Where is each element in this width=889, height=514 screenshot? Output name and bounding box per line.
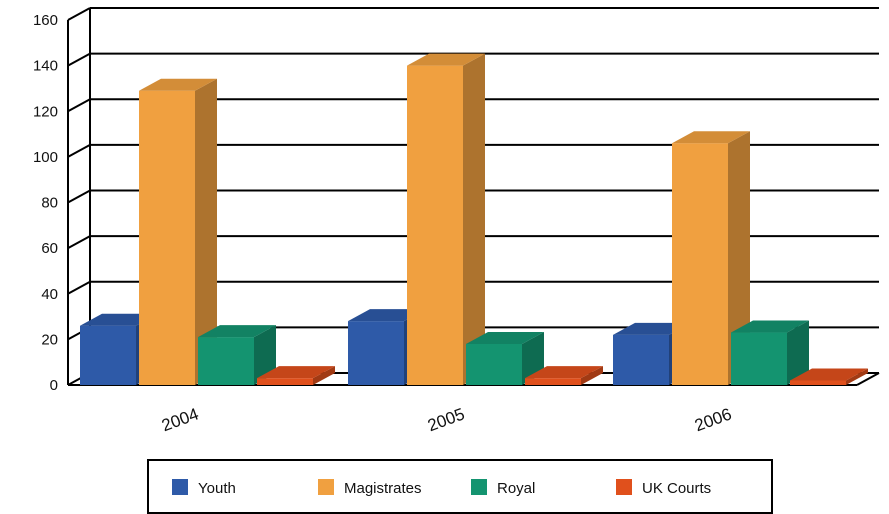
bars	[80, 53, 868, 385]
y-tick-label: 100	[33, 149, 58, 166]
legend-swatch	[616, 479, 632, 495]
side-gridline	[67, 235, 91, 250]
side-gridline	[67, 189, 91, 204]
legend-swatch	[471, 479, 487, 495]
side-gridline	[67, 280, 91, 295]
y-tick-label: 120	[33, 103, 58, 120]
bar-uk-courts-2006	[790, 368, 868, 385]
y-tick-label: 20	[41, 331, 58, 348]
legend: Youth Magistrates Royal UK Courts	[147, 459, 773, 514]
y-axis-ticks: 0 20 40 60 80 100 120 140 160	[33, 12, 58, 394]
side-gridline	[67, 7, 91, 21]
bar-uk-courts-2004	[257, 366, 335, 385]
x-axis-ticks: 2004 2005 2006	[159, 404, 734, 435]
side-gridline	[67, 52, 91, 67]
y-tick-label: 80	[41, 195, 58, 212]
y-tick-label: 60	[41, 240, 58, 257]
legend-label: Magistrates	[344, 480, 422, 497]
x-tick-label: 2005	[425, 404, 467, 435]
legend-box	[147, 459, 773, 514]
bar-magistrates-2005	[407, 53, 485, 385]
x-tick-label: 2006	[692, 404, 734, 435]
legend-label: UK Courts	[642, 480, 711, 497]
floor-right-edge	[856, 372, 880, 386]
y-tick-label: 160	[33, 12, 58, 29]
y-tick-label: 40	[41, 286, 58, 303]
bar-magistrates-2006	[672, 131, 750, 385]
bar-magistrates-2004	[139, 78, 217, 385]
x-tick-label: 2004	[159, 404, 201, 435]
side-gridline	[67, 143, 91, 158]
bar-royal-2004	[198, 325, 276, 385]
bar-royal-2006	[731, 320, 809, 385]
y-tick-label: 0	[50, 377, 58, 394]
legend-swatch	[318, 479, 334, 495]
bar-uk-courts-2005	[525, 366, 603, 385]
legend-label: Youth	[198, 480, 236, 497]
y-tick-label: 140	[33, 58, 58, 75]
legend-swatch	[172, 479, 188, 495]
bar-royal-2005	[466, 331, 544, 385]
side-gridline	[67, 98, 91, 113]
legend-label: Royal	[497, 480, 535, 497]
